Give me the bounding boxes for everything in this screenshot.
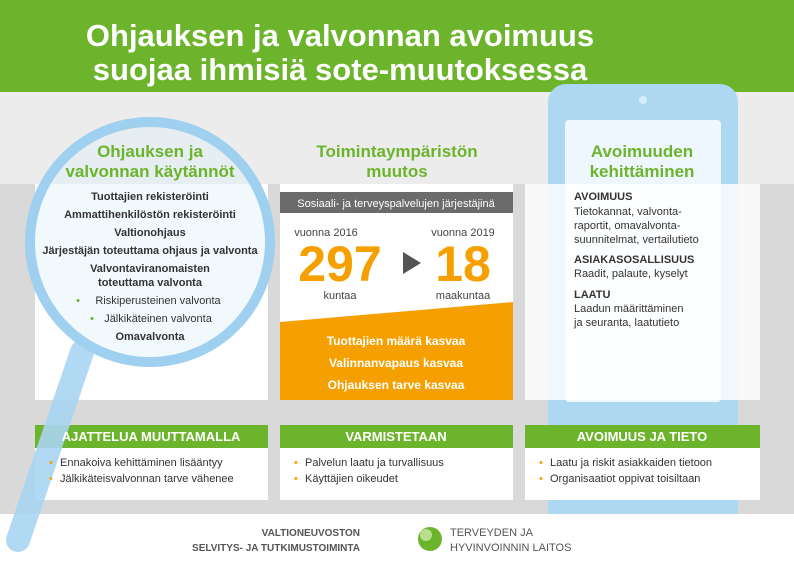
left-footer-box bbox=[35, 448, 268, 500]
section-title: AVOIMUUS bbox=[574, 191, 632, 203]
bullet: • bbox=[539, 473, 543, 485]
right-footer-bar bbox=[525, 425, 760, 448]
footer-title: VARMISTETAAN bbox=[345, 429, 446, 444]
year: vuonna 2019 bbox=[431, 227, 495, 239]
bullet: • bbox=[49, 457, 53, 469]
bullet: • bbox=[76, 295, 80, 307]
section-line: raportit, omavalvonta- bbox=[574, 220, 681, 232]
result: Valinnanvapaus kasvaa bbox=[329, 356, 463, 370]
bullet: • bbox=[294, 457, 298, 469]
right-footer-box bbox=[525, 448, 760, 500]
year: vuonna 2016 bbox=[294, 227, 358, 239]
bullet: • bbox=[49, 473, 53, 485]
phone-camera bbox=[639, 96, 647, 104]
group: • Ennakoiva kehittäminen lisääntyy • Jäl… bbox=[49, 457, 712, 485]
list-item: Valtionohjaus bbox=[114, 227, 186, 239]
list-item: Riskiperusteinen valvonta bbox=[95, 295, 221, 307]
section-title: ASIAKASOSALLISUUS bbox=[574, 254, 694, 266]
right-box bbox=[525, 184, 760, 400]
left-footer-bar bbox=[35, 425, 268, 448]
middle-footer-bar bbox=[280, 425, 513, 448]
logo-band bbox=[0, 514, 794, 561]
section-line: ja seuranta, laatutieto bbox=[573, 317, 679, 329]
footer-bullet: Laatu ja riskit asiakkaiden tietoon bbox=[550, 457, 712, 469]
title: Ohjauksen ja valvonnan avoimuus bbox=[86, 18, 594, 53]
group: AJATTELUA MUUTTAMALLA VARMISTETAAN AVOIM… bbox=[62, 429, 708, 444]
middle-bar bbox=[280, 192, 513, 213]
logo-text: TERVEYDEN JA bbox=[450, 527, 534, 539]
bullet: • bbox=[90, 313, 94, 325]
footer-title: AJATTELUA MUUTTAMALLA bbox=[62, 429, 241, 444]
list-item: Omavalvonta bbox=[115, 331, 185, 343]
thl-logo bbox=[420, 529, 432, 541]
footer-bullet: Palvelun laatu ja turvallisuus bbox=[305, 457, 444, 469]
unit: maakuntaa bbox=[436, 290, 491, 302]
heading: muutos bbox=[366, 162, 427, 181]
footer-bullet: Jälkikäteisvalvonnan tarve vähenee bbox=[60, 473, 234, 485]
glass-handle bbox=[6, 340, 94, 552]
footer-bullet: Käyttäjien oikeudet bbox=[305, 473, 398, 485]
big-number: 297 bbox=[298, 236, 381, 292]
result: Tuottajien määrä kasvaa bbox=[327, 334, 466, 348]
bullet: • bbox=[539, 457, 543, 469]
footer-title: AVOIMUUS JA TIETO bbox=[577, 429, 708, 444]
list-item: Jälkikäteinen valvonta bbox=[104, 313, 213, 325]
heading: kehittäminen bbox=[590, 162, 695, 181]
footer-bullet: Organisaatiot oppivat toisiltaan bbox=[550, 473, 700, 485]
big-number: 18 bbox=[435, 236, 491, 292]
logo-text: VALTIONEUVOSTON bbox=[262, 528, 360, 539]
heading: Ohjauksen ja bbox=[97, 142, 203, 161]
footer-bullet: Ennakoiva kehittäminen lisääntyy bbox=[60, 457, 223, 469]
section-line: Laadun määrittäminen bbox=[574, 303, 683, 315]
group: AVOIMUUS Tietokannat, valvonta- raportit… bbox=[573, 191, 699, 329]
middle-footer-box bbox=[280, 448, 513, 500]
header-band bbox=[0, 0, 794, 92]
section-line: Raadit, palaute, kyselyt bbox=[574, 268, 688, 280]
unit: kuntaa bbox=[323, 290, 357, 302]
heading: Toimintaympäristön bbox=[316, 142, 477, 161]
bar-label: Sosiaali- ja terveyspalvelujen järjestäj… bbox=[297, 198, 495, 210]
section-line: suunnitelmat, vertailutieto bbox=[574, 234, 699, 246]
arrow bbox=[403, 252, 421, 274]
list-item: Ammattihenkilöstön rekisteröinti bbox=[64, 209, 236, 221]
title: suojaa ihmisiä sote-muutoksessa bbox=[93, 52, 588, 87]
logo-text: SELVITYS- JA TUTKIMUSTOIMINTA bbox=[192, 543, 360, 554]
glass-lens bbox=[25, 117, 275, 367]
list-item: Tuottajien rekisteröinti bbox=[91, 191, 209, 203]
list-item: toteuttama valvonta bbox=[98, 277, 203, 289]
heading: Avoimuuden bbox=[591, 142, 693, 161]
heading: valvonnan käytännöt bbox=[65, 162, 234, 181]
section-line: Tietokannat, valvonta- bbox=[574, 206, 682, 218]
group: Tuottajien rekisteröinti Ammattihenkilös… bbox=[42, 191, 258, 343]
list-item: Järjestäjän toteuttama ohjaus ja valvont… bbox=[42, 245, 258, 257]
result: Ohjauksen tarve kasvaa bbox=[328, 378, 465, 392]
section-title: LAATU bbox=[574, 289, 611, 301]
bullet: • bbox=[294, 473, 298, 485]
logo-text: HYVINVOINNIN LAITOS bbox=[450, 542, 571, 554]
list-item: Valvontaviranomaisten bbox=[90, 263, 210, 275]
orange-block bbox=[280, 302, 513, 400]
